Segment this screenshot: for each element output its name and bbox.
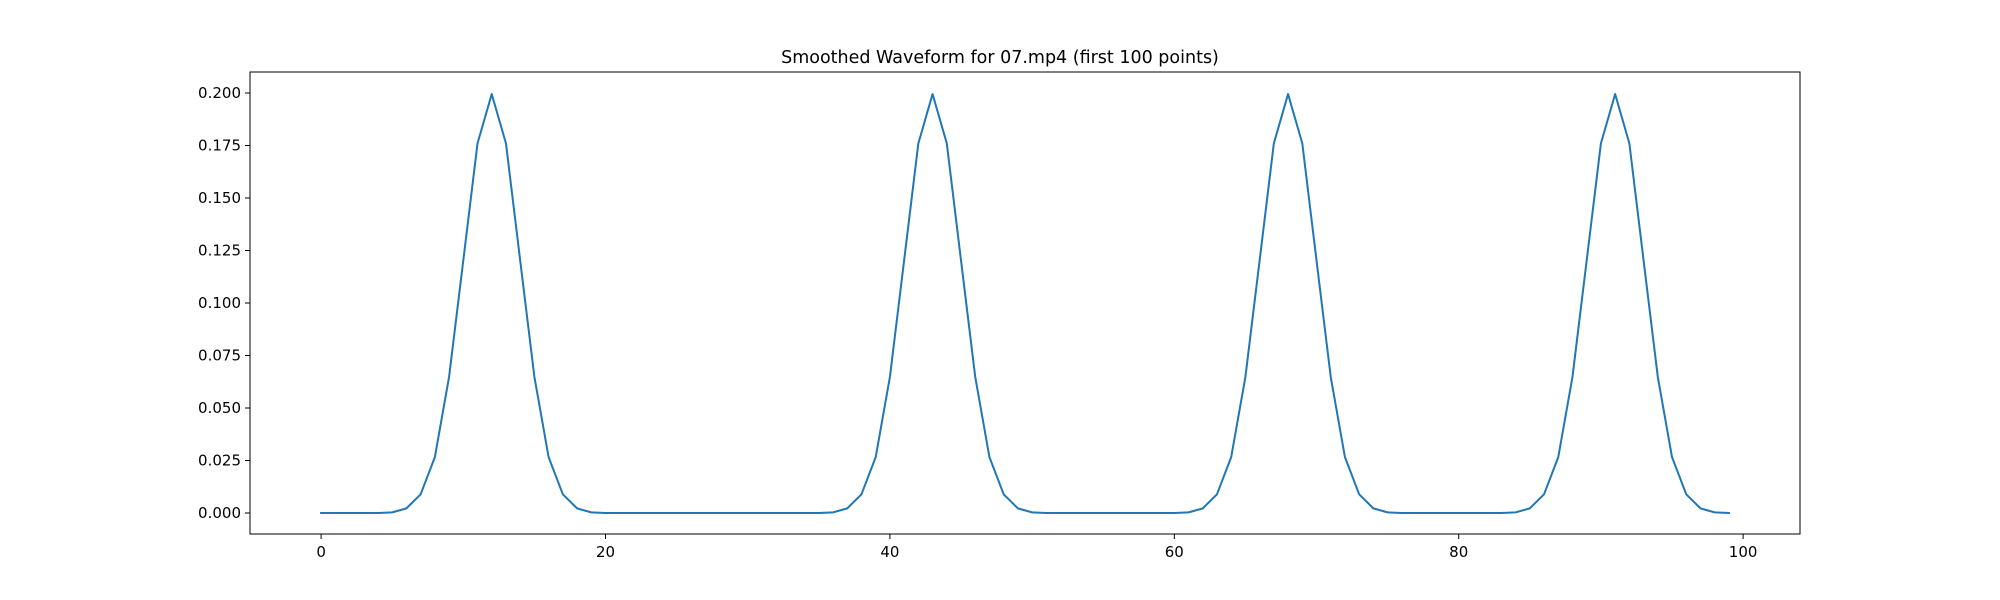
y-tick-label: 0.100 — [198, 294, 241, 312]
y-tick-label: 0.050 — [198, 399, 241, 417]
x-axis: 0 20 40 60 80 100 — [316, 534, 1757, 561]
y-tick-label: 0.075 — [198, 347, 241, 365]
y-tick-label: 0.175 — [198, 137, 241, 155]
x-tick-label: 20 — [596, 543, 615, 561]
x-tick-label: 100 — [1729, 543, 1758, 561]
waveform-series-line — [320, 93, 1730, 515]
y-tick-label: 0.150 — [198, 189, 241, 207]
x-tick-label: 80 — [1449, 543, 1468, 561]
series-layer — [320, 93, 1730, 515]
y-tick-label: 0.200 — [198, 84, 241, 102]
x-tick-label: 60 — [1165, 543, 1184, 561]
x-tick-label: 0 — [316, 543, 326, 561]
y-tick-label: 0.125 — [198, 242, 241, 260]
y-tick-label: 0.000 — [198, 504, 241, 522]
x-tick-label: 40 — [880, 543, 899, 561]
y-axis: 0.000 0.025 0.050 0.075 0.100 0.125 0.150 0.175… — [198, 84, 250, 522]
chart-title: Smoothed Waveform for 07.mp4 (first 100 … — [781, 48, 1219, 68]
y-tick-label: 0.025 — [198, 452, 241, 470]
